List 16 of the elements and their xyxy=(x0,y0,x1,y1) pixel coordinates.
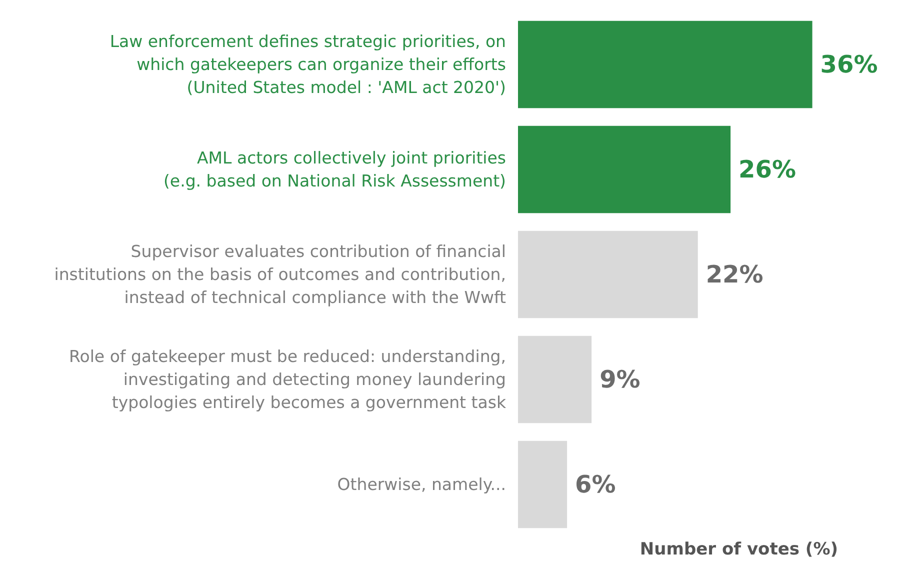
data-label: 6% xyxy=(575,470,616,498)
y-tick-label: Law enforcement defines strategic priorities, on which gatekeepers can organize their efforts (United States model : 'AML act 2020') xyxy=(110,32,506,97)
data-label: 26% xyxy=(738,156,796,184)
data-label: 22% xyxy=(706,260,764,288)
y-tick-label: Supervisor evaluates contribution of financial institutions on the basis of outcomes and contribution, instead of technical compliance with the Wwft xyxy=(54,242,507,307)
bar xyxy=(518,20,812,108)
bar xyxy=(518,126,731,214)
y-tick-label: AML actors collectively joint priorities (e.g. based on National Risk Assessment) xyxy=(163,148,506,190)
y-tick-label: Otherwise, namely... xyxy=(337,475,506,494)
bar xyxy=(518,230,698,318)
bar xyxy=(518,336,592,424)
data-label: 9% xyxy=(600,366,640,394)
x-axis-title: Number of votes (%) xyxy=(640,540,838,560)
bar xyxy=(518,440,568,528)
y-tick-label: Role of gatekeeper must be reduced: understanding, investigating and detecting money laundering typologies entirely becomes a government task xyxy=(69,347,506,412)
data-label: 36% xyxy=(820,50,878,78)
